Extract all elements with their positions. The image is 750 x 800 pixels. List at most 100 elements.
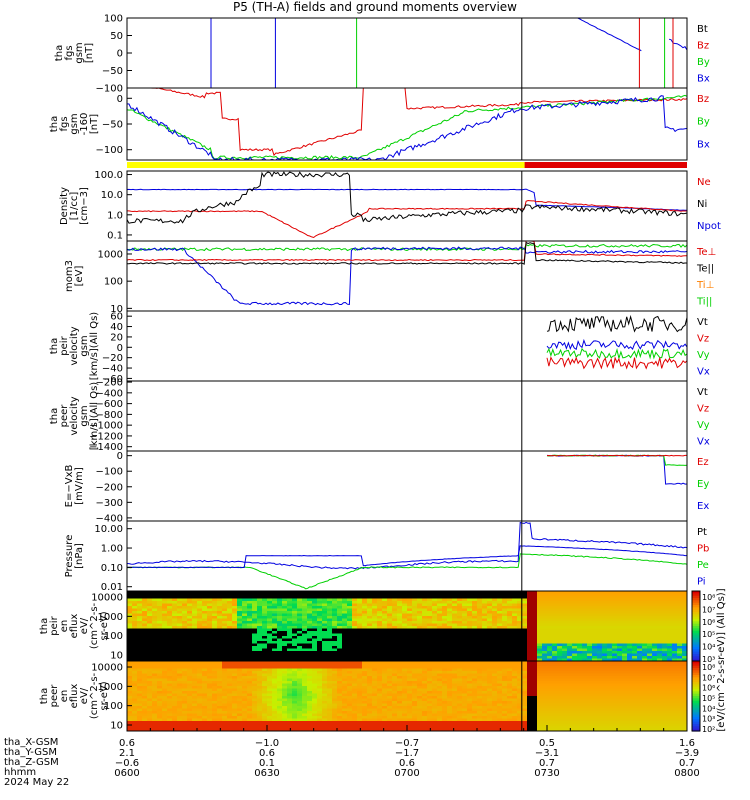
series-pe [127, 553, 687, 590]
panel-3-data [127, 171, 687, 239]
panel-9-ytick: 10000 [91, 593, 123, 604]
panel-2-ytick: 0 [117, 94, 123, 105]
xtick-tha_Z-GSM: 0.1 [259, 758, 275, 769]
series-ni [127, 171, 687, 224]
panel-6-ytick: −1400 [89, 442, 123, 453]
panel-3-ytick: 1.0 [107, 210, 123, 221]
panel-1-ylabel: gsm [74, 42, 85, 63]
panel-8-ylabel: [nPa] [74, 543, 85, 569]
series-bx [127, 95, 687, 160]
panel-9-ylabel: en [59, 620, 70, 633]
panel-8-frame [126, 520, 688, 592]
xtick-tha_Y-GSM: −3.1 [535, 748, 559, 759]
series-teperp [127, 241, 687, 262]
panel-1-data [127, 18, 687, 88]
series-vy [546, 347, 687, 361]
xtick-tha_X-GSM: 1.6 [679, 738, 695, 749]
panel-1-ylabel: fgs [64, 45, 75, 60]
panel-5-ytick: 20 [110, 332, 123, 343]
panel-2-ytick: −50 [102, 120, 123, 131]
xtick-tha_Z-GSM: 0.6 [399, 758, 415, 769]
legend-Vy: Vy [697, 350, 710, 361]
panel-3-ylabel: [cm−3] [79, 187, 90, 225]
panel-6-ylabel: [km/s](All Qs) [89, 382, 100, 450]
series-vz [546, 356, 687, 370]
panel-9-ytick: 1000 [98, 612, 123, 623]
xtick-tha_X-GSM: 0.5 [539, 738, 555, 749]
panel-1-ylabel: tha [54, 45, 65, 61]
panel-5-ytick: 60 [110, 312, 123, 323]
panel-4-ytick: 10 [110, 304, 123, 315]
xtick-tha_Y-GSM: −3.9 [675, 748, 699, 759]
panel-6-ylabel: peer [59, 404, 70, 428]
panel-7-frame [126, 450, 688, 522]
legend-Te⊥: Te⊥ [696, 247, 716, 258]
panel-4-data [127, 241, 687, 306]
panel-2-ylabel: tha [49, 116, 60, 132]
panel-5-ylabel: peir [59, 335, 70, 355]
panel-8-ytick: 1.00 [101, 544, 123, 555]
status-bar-yellow [127, 162, 525, 168]
panel-10-ylabel: peer [49, 684, 60, 708]
panel-9-ylabel: sr-eV) [99, 611, 110, 640]
legend-Ni: Ni [697, 199, 707, 210]
series-ez [546, 454, 687, 457]
panel-6-ylabel: velocity [69, 396, 80, 435]
panel-5-ytick: 40 [110, 322, 123, 333]
panel-2-ylabel: fgs [59, 116, 70, 131]
series-bx [563, 18, 642, 52]
panel-9-ylabel: eV/ [79, 617, 90, 634]
legend-Bz: Bz [697, 94, 709, 105]
legend-Vt: Vt [697, 317, 708, 328]
series-ne [127, 199, 687, 239]
panel-9-ytick: 100 [104, 631, 123, 642]
series-vt [546, 314, 687, 333]
panel-2-ytick: −100 [96, 145, 123, 156]
panel-7-ytick: −400 [96, 513, 123, 524]
panel-1-ytick: −50 [102, 66, 123, 77]
panel-6-ytick: −200 [96, 378, 123, 389]
xtick-tha_Z-GSM: −0.6 [115, 758, 139, 769]
panel-1-ytick: −100 [96, 84, 123, 95]
colorbar-1-tick: 10⁶ [702, 618, 715, 627]
xtick-tha_Z-GSM: 0.7 [539, 758, 555, 769]
panel-4-ytick: 1000 [98, 249, 123, 260]
panel-7-ytick: −200 [96, 482, 123, 493]
colorbar-1-tick: 10³ [702, 655, 715, 664]
colorbar-2-tick: 10³ [702, 715, 715, 724]
colorbar-1-tick: 10⁸ [702, 593, 715, 602]
panel-6-ytick: −1200 [89, 431, 123, 442]
colorbar-label: [eV/(cm^2-s-sr-eV)] (All Qs)] [716, 588, 727, 731]
series-bz [127, 88, 687, 157]
xrow-label-y: tha_Y-GSM [4, 747, 58, 758]
heatmap-peer [127, 661, 687, 731]
panel-9-ylabel: eflux [69, 614, 80, 639]
xrow-label-hhmm: hhmm [4, 767, 37, 778]
panel-9-ylabel: peir [49, 615, 60, 635]
panel-9-ylabel: tha [39, 618, 50, 634]
legend-Pb: Pb [697, 544, 709, 555]
colorbar-2-tick: 10⁵ [702, 694, 715, 703]
legend-Vt: Vt [697, 387, 708, 398]
xtick-hhmm: 0800 [674, 768, 699, 779]
panel-4-ylabel: [eV] [74, 266, 85, 287]
colorbar-2-tick: 10⁸ [702, 663, 715, 672]
xtick-tha_Y-GSM: 0.6 [259, 748, 275, 759]
panel-7-ylabel: E=−VxB [64, 465, 75, 508]
panel-8-ytick: 10.00 [94, 524, 123, 535]
legend-Ti⊥: Ti⊥ [696, 280, 714, 291]
panel-8-ytick: 0.10 [101, 563, 123, 574]
panel-4-ytick: 100 [104, 277, 123, 288]
panel-6-ytick: −1000 [89, 421, 123, 432]
xtick-hhmm: 0630 [254, 768, 279, 779]
legend-Te||: Te|| [696, 264, 714, 275]
panel-7-ytick: −100 [96, 467, 123, 478]
legend-Pe: Pe [697, 560, 709, 571]
panel-7-data [546, 454, 687, 485]
xrow-label-x: tha_X-GSM [4, 737, 59, 748]
colorbar-2 [691, 660, 701, 732]
panel-3-ylabel: Density [59, 187, 70, 225]
panel-3-ytick: 100.0 [94, 170, 123, 181]
panel-6-ylabel: gsm [79, 405, 90, 426]
